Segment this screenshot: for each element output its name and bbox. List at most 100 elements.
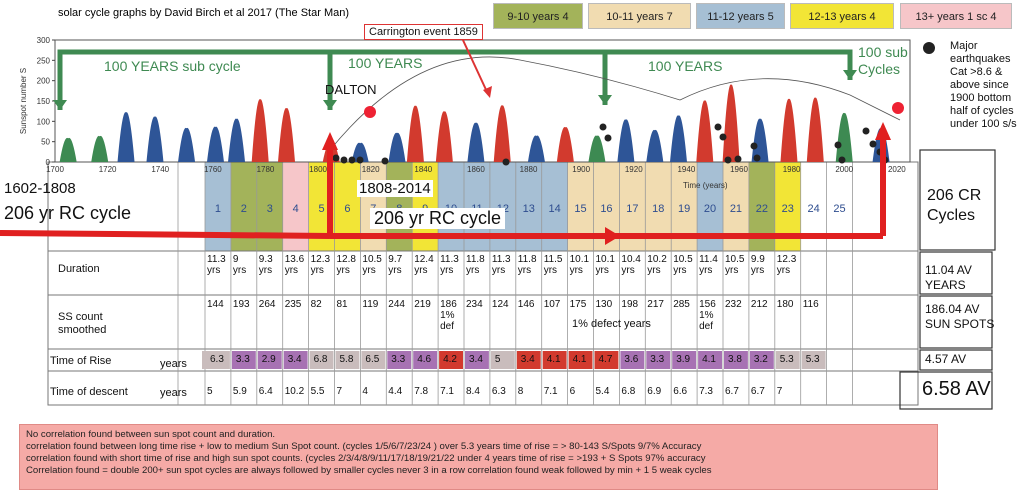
hundred-years-mid: 100 YEARS [348,55,423,71]
rc-mid-years: 1808-2014 [357,180,433,197]
x-tick-label: 1780 [257,165,275,174]
arrow-head [843,70,857,80]
row-label-rise: Time of Rise [50,355,112,367]
rc-mid-label: 206 yr RC cycle [370,208,506,229]
sunspot-count-cell: 107 [543,299,561,310]
row-label-duration: Duration [58,263,100,275]
right-box [919,251,993,295]
earthquake-dot [340,156,348,164]
x-tick-label: 1800 [309,165,327,174]
cycle-number: 17 [626,203,638,215]
rise-cell [413,351,438,369]
dalton-label: DALTON [325,82,377,97]
descent-cell: 4.4 [388,386,403,397]
sunspot-count-cell: 212 [750,299,768,310]
right-box [919,149,996,251]
duration-cell: 11.3 yrs [440,254,459,276]
rc-arrow [0,230,331,239]
rise-cell [490,351,515,369]
earthquakes-note: Major earthquakes Cat >8.6 & above since… [950,40,1017,130]
rise-cell [516,351,541,369]
rise-cell-value: 4.1 [546,354,561,365]
earthquake-dot [734,155,742,163]
x-tick-label: 1980 [783,165,801,174]
descent-cell: 5.5 [310,386,325,397]
cr-cycles: 206 CR Cycles [927,187,982,224]
sub-cycle-bracket [57,49,333,110]
rise-cell-value: 2.9 [261,354,276,365]
rise-cell-value: 4.2 [443,354,457,365]
note-line: correlation found between long time rise… [26,441,702,452]
cycle-number: 16 [600,203,612,215]
rise-cell [698,351,722,369]
x-tick-label: 1720 [99,165,117,174]
sunspot-peak [751,118,769,162]
rise-cell [335,351,360,369]
duration-cell: 12.3 yrs [776,254,797,276]
sunspot-peak [493,105,511,162]
sunspot-peak [278,108,296,162]
sunspot-peak [588,135,606,162]
sunspot-peak [646,129,664,162]
rise-cell [594,351,619,369]
descent-cell: 7.8 [414,386,429,397]
earthquake-dot [502,158,510,166]
duration-cell: 11.4 yrs [699,254,718,276]
y-tick-label: 0 [46,158,51,167]
earthquake-dot [604,134,612,142]
duration-cell: 10.1 yrs [569,254,590,276]
sunspot-count-cell: 175 [569,299,587,310]
row-label-descent-years: years [160,387,187,399]
cycle-number: 22 [756,203,768,215]
x-tick-label: 2000 [835,165,853,174]
rise-cell-value: 3.6 [624,354,639,365]
earthquake-dot [834,141,842,149]
duration-cell: 11.8 yrs [466,254,485,276]
rise-cell [801,351,826,369]
duration-cell: 12.8 yrs [336,254,356,276]
earthquake-dot [923,42,935,54]
rise-cell [202,351,228,369]
descent-cell: 10.2 [284,386,305,397]
earthquake-dot [719,133,727,141]
sunspot-count-cell: 193 [232,299,250,310]
cycle-number: 25 [833,203,845,215]
cycle-number: 19 [678,203,690,215]
rise-cell [724,351,748,369]
duration-cell: 9 yrs [232,254,247,276]
duration-cell: 10.4 yrs [621,254,641,276]
earthquake-dot [348,156,356,164]
sunspot-count-cell: 82 [310,299,322,310]
rise-average: 4.57 AV [925,352,967,366]
rise-cell-value: 6.8 [313,354,328,365]
earthquake-dot [869,140,877,148]
arrow-head [483,86,492,98]
sunspot-peak [669,115,687,162]
cycle-number: 13 [523,203,535,215]
rise-cell [646,351,671,369]
cycle-number: 20 [704,203,716,215]
note-line: Correlation found = double 200+ sun spot… [26,465,712,476]
chart-title: solar cycle graphs by David Birch et al … [58,7,350,19]
x-tick-label: 1700 [46,165,64,174]
duration-cell: 11.3 yrs [491,254,511,276]
descent-cell: 6.6 [673,386,688,397]
rise-cell-value: 4.7 [598,354,613,365]
row-label-rise-years: years [160,358,187,370]
rise-cell-value: 4.1 [702,354,716,365]
x-tick-label: 1760 [204,165,222,174]
row-label-ss: SS count smoothed [58,311,107,336]
earthquake-dot [332,154,340,162]
row-label-descent: Time of descent [50,386,128,398]
x-tick-label: 1840 [414,165,432,174]
cycle-number: 3 [267,203,273,215]
x-tick-label: 2020 [888,165,906,174]
x-tick-label: 1960 [730,165,748,174]
sunspot-count-cell: 198 [621,299,639,310]
cycle-number: 18 [652,203,664,215]
sunspot-peak [251,99,269,162]
sunspot-count-cell: 156 1% def [699,299,716,332]
x-tick-label: 1880 [520,165,538,174]
hundred-sub-cycles: 100 sub Cycles [858,44,908,77]
sunspot-count-cell: 235 [284,299,302,310]
